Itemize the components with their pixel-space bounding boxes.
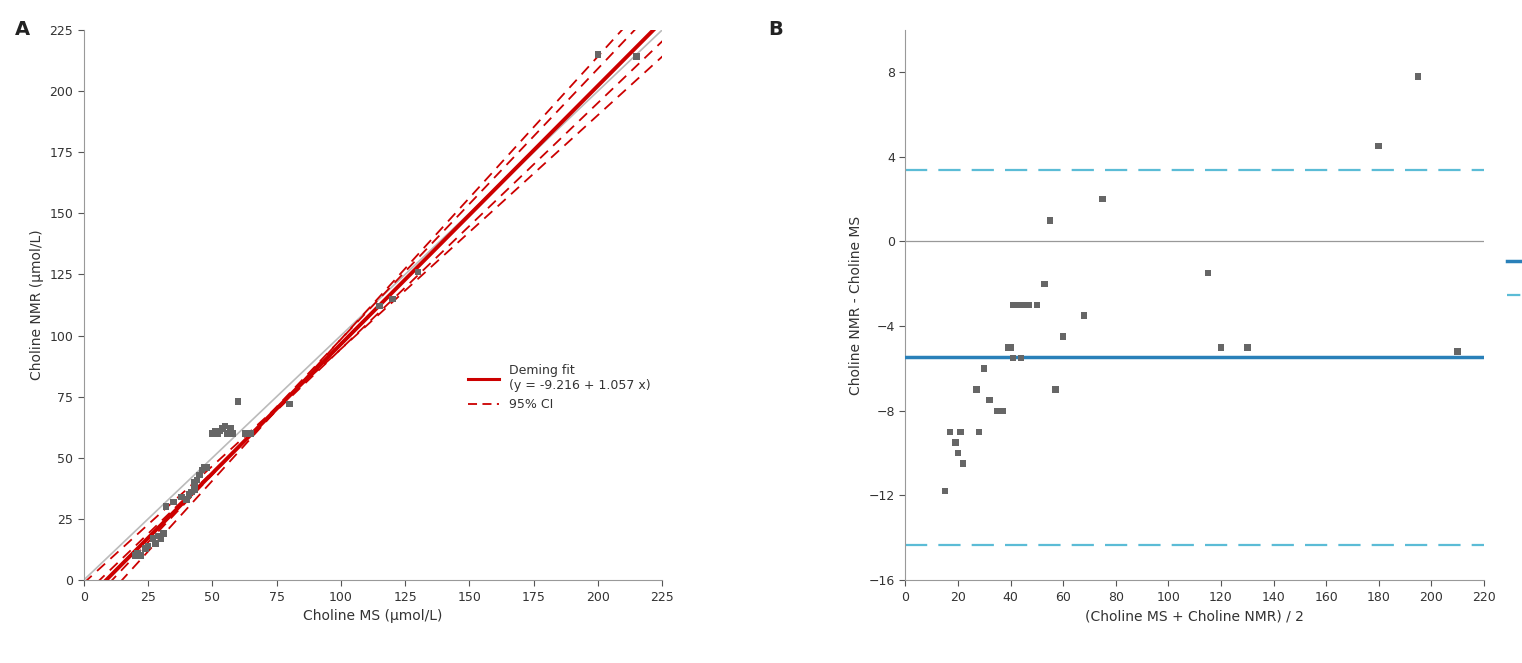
Point xyxy=(239,428,263,439)
Point xyxy=(933,486,957,497)
Point xyxy=(192,462,216,473)
Point xyxy=(977,395,1001,406)
Point xyxy=(151,528,175,539)
Point xyxy=(199,428,224,439)
Point xyxy=(963,385,988,395)
Point xyxy=(123,550,148,561)
Point xyxy=(1017,300,1041,310)
Point xyxy=(1071,310,1096,321)
Point xyxy=(135,540,160,551)
Point xyxy=(183,485,207,495)
Point xyxy=(1367,141,1391,152)
Point xyxy=(190,465,215,475)
X-axis label: (Choline MS + Choline NMR) / 2: (Choline MS + Choline NMR) / 2 xyxy=(1085,609,1304,623)
Point xyxy=(184,475,209,485)
Point xyxy=(1001,353,1026,363)
Point xyxy=(1406,71,1431,82)
Point xyxy=(1208,342,1233,353)
X-axis label: Choline MS (μmol/L): Choline MS (μmol/L) xyxy=(303,609,443,623)
Point xyxy=(146,531,170,542)
Point xyxy=(154,501,178,512)
Point xyxy=(195,462,219,473)
Point xyxy=(966,427,991,438)
Y-axis label: Choline NMR - Choline MS: Choline NMR - Choline MS xyxy=(849,215,863,394)
Point xyxy=(1234,342,1259,353)
Point xyxy=(1006,300,1030,310)
Point xyxy=(951,458,976,469)
Point xyxy=(1196,268,1221,278)
Point xyxy=(134,543,158,554)
Point xyxy=(1446,346,1470,357)
Point xyxy=(218,423,242,434)
Point xyxy=(406,267,431,277)
Point xyxy=(1043,385,1067,395)
Point xyxy=(995,342,1020,353)
Point xyxy=(149,533,174,544)
Point xyxy=(1024,300,1049,310)
Point xyxy=(142,533,166,544)
Point xyxy=(213,421,237,432)
Point xyxy=(183,477,207,487)
Point xyxy=(216,428,240,439)
Text: A: A xyxy=(15,20,30,39)
Point xyxy=(210,423,234,434)
Point xyxy=(1009,353,1033,363)
Point xyxy=(586,49,610,60)
Point xyxy=(1038,215,1062,225)
Point xyxy=(948,427,973,438)
Point xyxy=(991,406,1015,416)
Point xyxy=(1090,194,1114,204)
Point xyxy=(209,426,233,436)
Point xyxy=(380,294,405,304)
Point xyxy=(973,363,997,374)
Point xyxy=(161,497,186,507)
Point xyxy=(202,426,227,436)
Point xyxy=(1052,332,1076,342)
Point xyxy=(1014,300,1038,310)
Text: B: B xyxy=(769,20,784,39)
Point xyxy=(985,406,1009,416)
Point xyxy=(1001,300,1026,310)
Point xyxy=(277,398,301,409)
Point xyxy=(1003,300,1027,310)
Point xyxy=(225,396,250,407)
Point xyxy=(187,469,212,480)
Point xyxy=(221,428,245,439)
Point xyxy=(624,52,648,62)
Point xyxy=(1032,278,1056,289)
Point xyxy=(143,538,167,549)
Point xyxy=(944,438,968,448)
Point xyxy=(938,427,962,438)
Point xyxy=(128,550,152,561)
Point xyxy=(177,489,201,500)
Point xyxy=(125,548,149,558)
Point xyxy=(998,342,1023,353)
Point xyxy=(175,494,199,505)
Point xyxy=(233,428,257,439)
Point xyxy=(169,492,193,503)
Point xyxy=(205,428,230,439)
Point xyxy=(945,448,970,458)
Point xyxy=(367,301,391,312)
Y-axis label: Choline NMR (μmol/L): Choline NMR (μmol/L) xyxy=(30,229,44,381)
Legend: Deming fit
(y = -9.216 + 1.057 x), 95% CI: Deming fit (y = -9.216 + 1.057 x), 95% C… xyxy=(463,359,656,416)
Point xyxy=(1012,300,1036,310)
Legend: Mean
(-5.48), 95% LoA
(-14.34 to 3.37): Mean (-5.48), 95% LoA (-14.34 to 3.37) xyxy=(1502,241,1522,314)
Point xyxy=(180,487,204,497)
